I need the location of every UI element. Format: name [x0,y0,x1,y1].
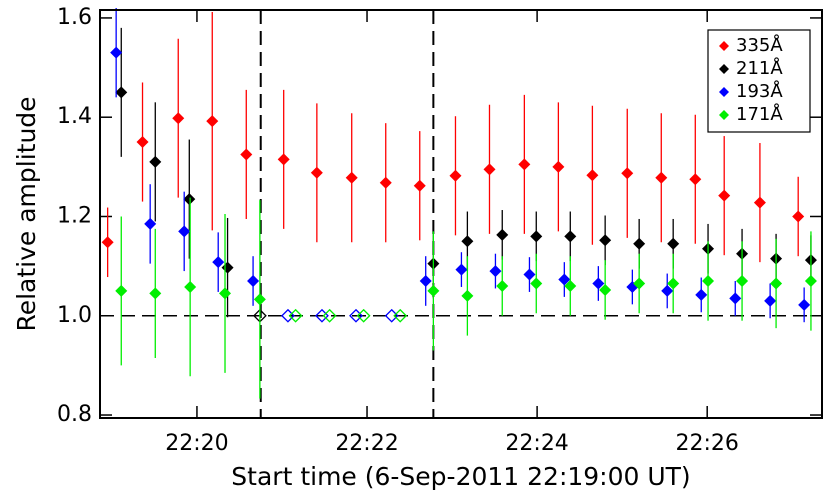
x-tick-label: 22:24 [505,431,568,456]
marker [729,292,742,305]
marker [136,136,149,149]
marker [115,284,128,297]
marker [586,169,599,182]
marker [253,293,266,306]
marker [496,228,509,241]
marker [219,287,232,300]
marker [149,155,162,168]
open-marker [356,308,371,323]
y-tick-label: 0.8 [57,402,92,427]
marker [798,298,811,311]
marker [599,283,612,296]
marker [695,288,708,301]
plot-frame [99,9,823,419]
x-tick-label: 22:22 [335,431,398,456]
marker [449,169,462,182]
y-tick-label: 1.0 [57,303,92,328]
legend-label: 335Å [736,34,783,56]
marker [655,171,668,184]
marker [413,179,426,192]
marker [149,287,162,300]
marker [483,163,496,176]
marker [592,277,605,290]
marker [419,275,432,288]
marker [221,261,234,274]
marker [633,237,646,250]
marker [667,277,680,290]
marker [764,294,777,307]
marker [530,230,543,243]
open-marker [288,308,303,323]
marker [558,273,571,286]
marker [455,263,468,276]
marker [621,167,634,180]
marker [379,176,392,189]
open-marker [322,308,337,323]
marker [518,158,531,171]
marker [702,275,715,288]
y-axis-label: Relative amplitude [12,96,41,331]
marker [770,277,783,290]
marker [523,268,536,281]
x-tick-label: 22:20 [165,431,228,456]
y-tick-label: 1.2 [57,203,92,228]
marker [804,275,817,288]
marker [599,234,612,247]
marker [564,279,577,292]
marker [552,160,565,173]
marker [633,277,646,290]
legend-label: 193Å [736,80,783,102]
marker [736,275,749,288]
marker [172,112,185,125]
marker [247,275,260,288]
legend-marker [719,41,729,51]
open-marker [393,308,408,323]
marker [206,115,219,128]
legend-marker [719,64,729,74]
x-axis-label: Start time (6-Sep-2011 22:19:00 UT) [231,462,690,491]
marker [667,237,680,250]
marker [496,279,509,292]
legend-label: 211Å [736,57,783,79]
marker [183,193,196,206]
marker [564,230,577,243]
marker [101,236,114,249]
marker [277,153,290,166]
legend-label: 171Å [736,103,783,125]
legend-marker [719,87,729,97]
marker [689,173,702,186]
marker [240,148,253,161]
marker [144,217,157,230]
marker [718,189,731,202]
marker [427,284,440,297]
marker [345,171,358,184]
marker [461,289,474,302]
marker [184,280,197,293]
y-tick-label: 1.6 [57,5,92,30]
marker [753,196,766,209]
marker [489,265,502,278]
y-tick-label: 1.4 [57,104,92,129]
marker [115,86,128,99]
marker [212,256,225,269]
marker [530,277,543,290]
marker [178,225,191,238]
marker [661,284,674,297]
legend-marker [719,110,729,120]
marker [310,166,323,179]
x-tick-label: 22:26 [675,431,738,456]
marker [792,210,805,223]
marker [461,235,474,248]
marker [110,46,123,59]
